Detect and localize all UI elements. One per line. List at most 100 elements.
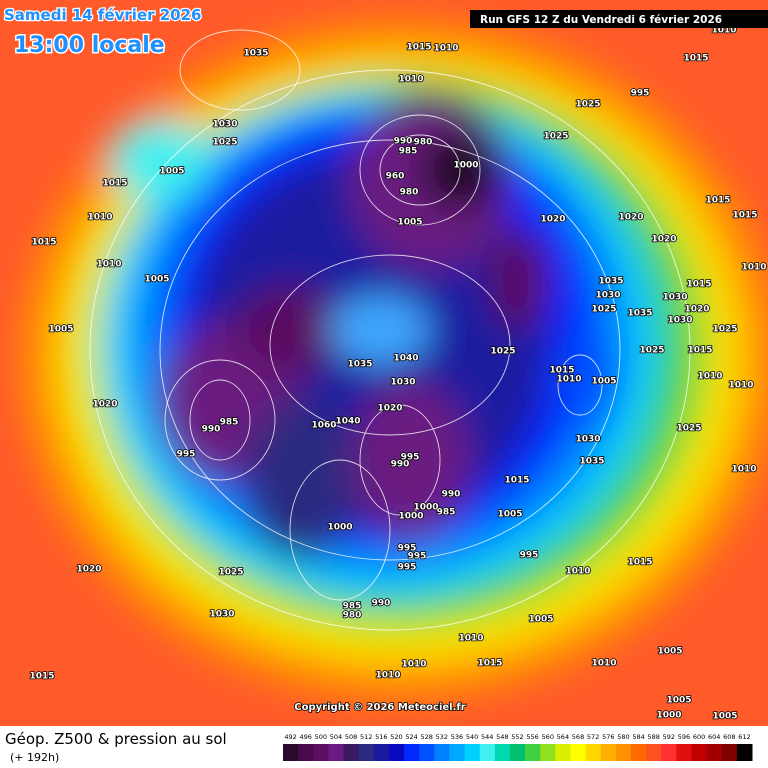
pressure-label: 1020 bbox=[684, 305, 709, 315]
legend-label: 568 bbox=[572, 733, 584, 741]
pressure-label: 1035 bbox=[243, 49, 268, 59]
legend-label: 604 bbox=[708, 733, 720, 741]
legend-label: 560 bbox=[542, 733, 554, 741]
pressure-label: 1025 bbox=[712, 325, 737, 335]
lead-time: (+ 192h) bbox=[10, 751, 59, 764]
pressure-label: 1010 bbox=[731, 465, 756, 475]
legend-label: 492 bbox=[284, 733, 296, 741]
pressure-label: 1005 bbox=[712, 712, 737, 722]
legend-swatch bbox=[464, 744, 481, 761]
legend-swatch bbox=[721, 744, 738, 761]
pressure-label: 1000 bbox=[413, 503, 438, 513]
pressure-label: 980 bbox=[414, 138, 433, 148]
legend-label: 540 bbox=[466, 733, 478, 741]
legend-label: 536 bbox=[451, 733, 463, 741]
pressure-label: 1010 bbox=[458, 634, 483, 644]
legend-swatch bbox=[706, 744, 723, 761]
copyright: Copyright © 2026 Meteociel.fr bbox=[294, 702, 465, 713]
color-legend: 492 496 500 504 508 512 516 520 524 528 532 536 540 5… bbox=[283, 733, 753, 761]
pressure-label: 1010 bbox=[96, 260, 121, 270]
pressure-label: 1010 bbox=[433, 44, 458, 54]
pressure-label: 1010 bbox=[556, 375, 581, 385]
legend-label: 584 bbox=[632, 733, 644, 741]
legend-label: 496 bbox=[299, 733, 311, 741]
legend-label: 564 bbox=[557, 733, 569, 741]
legend-label: 500 bbox=[315, 733, 327, 741]
legend-swatch bbox=[509, 744, 526, 761]
legend-swatch bbox=[404, 744, 420, 761]
legend-swatch bbox=[555, 744, 571, 761]
legend-swatch bbox=[434, 744, 450, 761]
pressure-label: 1010 bbox=[741, 263, 766, 273]
pressure-label: 1005 bbox=[159, 167, 184, 177]
legend-swatch bbox=[600, 744, 617, 761]
legend-label: 544 bbox=[481, 733, 493, 741]
date: Samedi 14 février 2026 bbox=[4, 6, 201, 24]
pressure-label: 1015 bbox=[732, 211, 757, 221]
legend-swatch bbox=[449, 744, 466, 761]
legend-swatch bbox=[283, 744, 299, 761]
pressure-label: 1015 bbox=[627, 558, 652, 568]
pressure-label: 995 bbox=[631, 89, 650, 99]
legend-label: 556 bbox=[526, 733, 538, 741]
legend-label: 548 bbox=[496, 733, 508, 741]
time: 13:00 locale bbox=[14, 33, 165, 58]
pressure-label: 980 bbox=[400, 188, 419, 198]
pressure-label: 1005 bbox=[657, 647, 682, 657]
legend-label: 612 bbox=[738, 733, 750, 741]
pressure-label: 1025 bbox=[591, 305, 616, 315]
pressure-label: 1000 bbox=[398, 512, 423, 522]
pressure-label: 1010 bbox=[697, 372, 722, 382]
pressure-labels: 1015 101010351010101510109951025103010251… bbox=[29, 25, 768, 723]
pressure-label: 1035 bbox=[598, 277, 623, 287]
legend-swatch bbox=[615, 744, 632, 761]
pressure-label: 1015 bbox=[504, 476, 529, 486]
pressure-label: 1025 bbox=[212, 138, 237, 148]
pressure-label: 1030 bbox=[390, 378, 415, 388]
pressure-label: 1025 bbox=[218, 568, 243, 578]
legend-swatch bbox=[540, 744, 556, 761]
legend-label: 508 bbox=[345, 733, 357, 741]
legend-swatch bbox=[313, 744, 329, 761]
pressure-label: 1030 bbox=[662, 293, 687, 303]
pressure-label: 1010 bbox=[711, 26, 736, 36]
legend-label: 524 bbox=[405, 733, 417, 741]
pressure-label: 960 bbox=[386, 172, 405, 182]
pressure-label: 995 bbox=[520, 551, 539, 561]
pressure-label: 1035 bbox=[347, 360, 372, 370]
legend-swatch bbox=[736, 744, 753, 761]
map: 1015 101010351010101510109951025103010251… bbox=[0, 0, 768, 726]
pressure-label: 1015 bbox=[687, 346, 712, 356]
legend-label: 552 bbox=[511, 733, 523, 741]
legend-swatch bbox=[479, 744, 496, 761]
legend-label: 600 bbox=[693, 733, 705, 741]
pressure-label: 1015 bbox=[29, 672, 54, 682]
pressure-label: 1035 bbox=[579, 457, 604, 467]
legend-swatch bbox=[298, 744, 314, 761]
pressure-label: 1030 bbox=[667, 316, 692, 326]
pressure-label: 1015 bbox=[686, 280, 711, 290]
legend-swatch bbox=[676, 744, 692, 761]
pressure-label: 1015 bbox=[705, 196, 730, 206]
pressure-label: 1010 bbox=[565, 567, 590, 577]
legend-label: 592 bbox=[663, 733, 675, 741]
pressure-label: 1015 bbox=[406, 43, 431, 53]
legend-label: 520 bbox=[390, 733, 402, 741]
pressure-label: 1025 bbox=[575, 100, 600, 110]
legend-label: 528 bbox=[421, 733, 433, 741]
pressure-label: 1005 bbox=[397, 218, 422, 228]
pressure-label: 1020 bbox=[92, 400, 117, 410]
legend-swatch bbox=[343, 744, 360, 761]
pressure-label: 1010 bbox=[728, 381, 753, 391]
pressure-label: 1030 bbox=[209, 610, 234, 620]
pressure-label: 1025 bbox=[490, 347, 515, 357]
pressure-label: 990 bbox=[442, 490, 461, 500]
legend-swatch bbox=[328, 744, 345, 761]
pressure-label: 990 bbox=[391, 460, 410, 470]
pressure-label: 1010 bbox=[87, 213, 112, 223]
pressure-label: 1005 bbox=[528, 615, 553, 625]
pressure-label: 1015 bbox=[683, 54, 708, 64]
pressure-label: 1040 bbox=[335, 417, 360, 427]
legend-label: 596 bbox=[678, 733, 690, 741]
